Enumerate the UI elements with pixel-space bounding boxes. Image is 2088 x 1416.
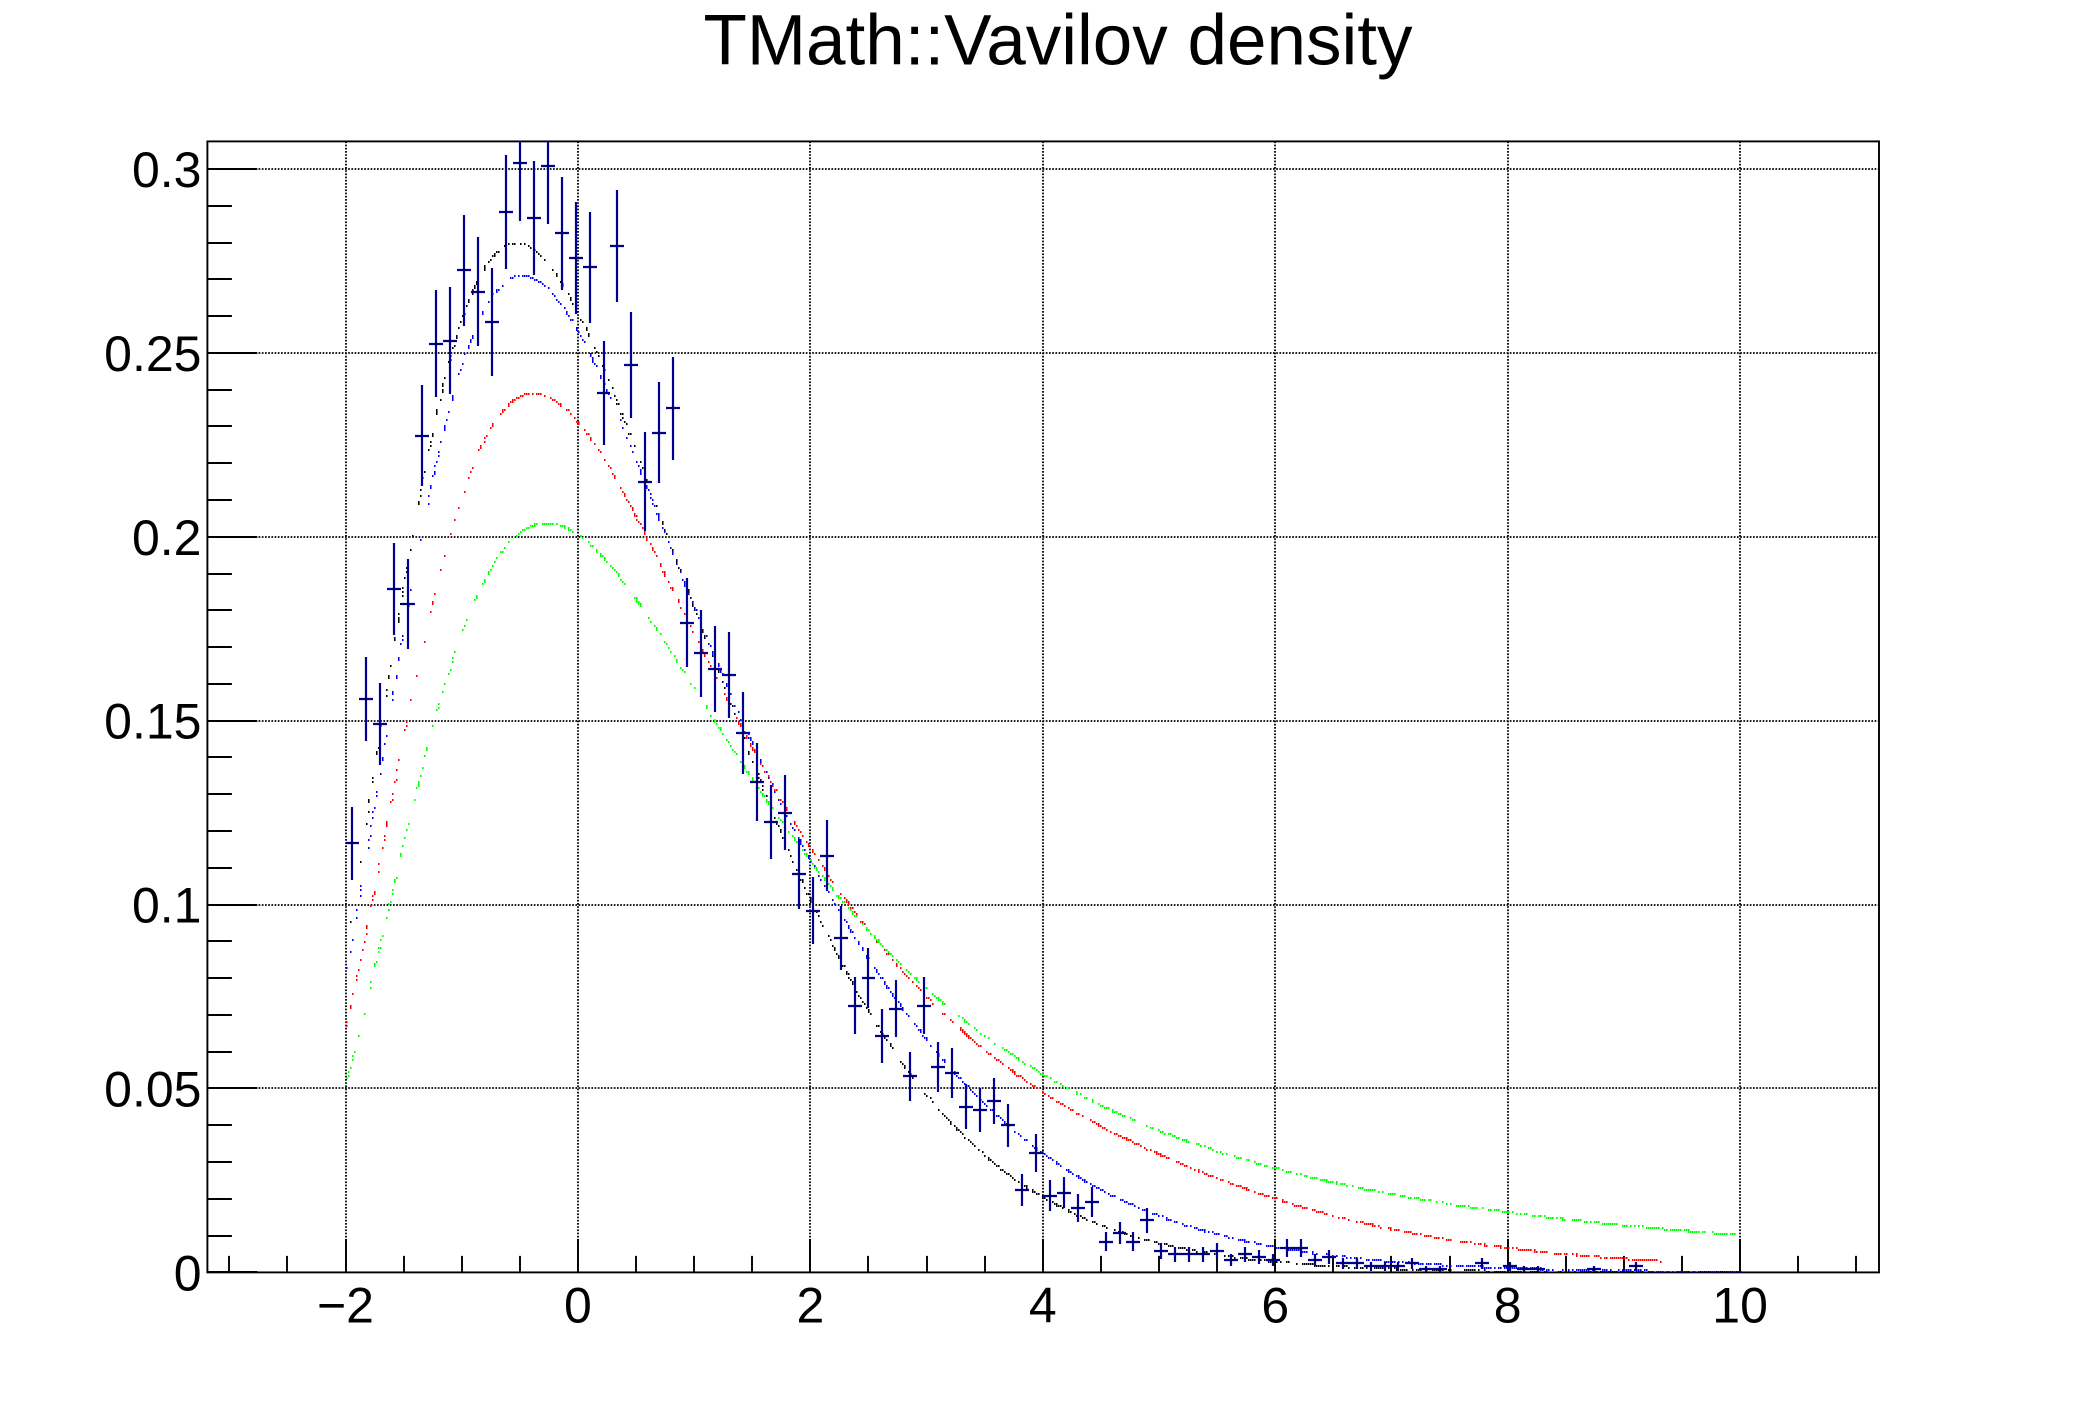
- svg-text:0: 0: [564, 1278, 592, 1334]
- svg-text:10: 10: [1712, 1278, 1768, 1334]
- svg-text:0.15: 0.15: [104, 694, 201, 750]
- svg-text:−2: −2: [317, 1278, 374, 1334]
- svg-text:0.3: 0.3: [132, 142, 202, 198]
- svg-text:0.2: 0.2: [132, 510, 202, 566]
- svg-text:4: 4: [1029, 1278, 1057, 1334]
- svg-text:0: 0: [174, 1245, 202, 1301]
- svg-text:TMath::Vavilov density: TMath::Vavilov density: [704, 2, 1413, 81]
- svg-text:0.1: 0.1: [132, 878, 202, 934]
- svg-text:0.25: 0.25: [104, 326, 201, 382]
- svg-text:0.05: 0.05: [104, 1062, 201, 1118]
- svg-text:2: 2: [796, 1278, 824, 1334]
- svg-text:6: 6: [1261, 1278, 1289, 1334]
- svg-text:8: 8: [1494, 1278, 1522, 1334]
